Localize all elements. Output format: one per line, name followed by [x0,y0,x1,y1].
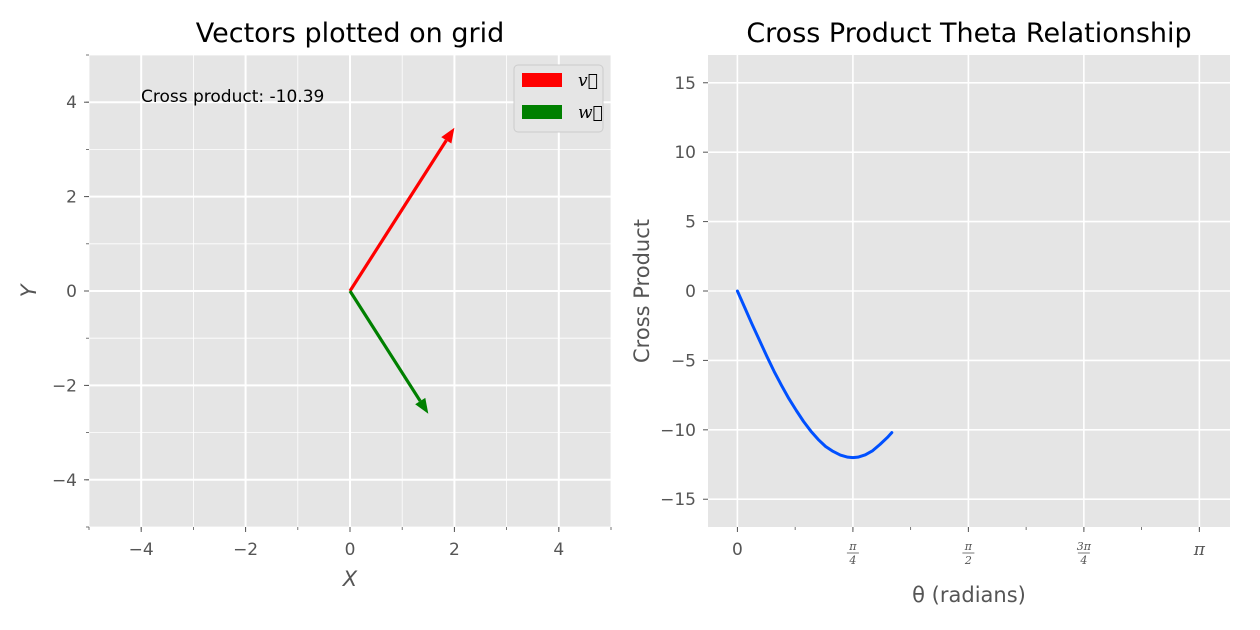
vector-plot-x-tick-label: −4 [129,540,154,560]
vector-plot-y-tick-label: 4 [66,93,77,113]
fraction-numerator: 3π [1077,540,1092,553]
vector-plot-y-ticks: −4 −2 0 2 4 [52,54,89,528]
fraction-denominator: 4 [848,554,856,567]
cross-product-plot-y-axis-label: Cross Product [630,219,654,363]
cross-product-plot-x-tick-label: 0 [732,540,743,560]
cross-product-curve [735,289,894,460]
legend-swatch-w [522,105,562,119]
vector-v-arrow [348,127,455,292]
fraction-numerator: π [964,540,973,553]
vector-plot-title: Vectors plotted on grid [196,18,504,49]
vector-plot-x-tick-label: 0 [345,540,356,560]
vector-w-shaft [348,290,422,402]
vector-plot-y-tick-label: −2 [52,376,77,396]
cross-product-plot-x-tick-label: π [1193,540,1206,560]
cross-product-plot-y-tick-label: 10 [674,143,696,163]
cross-product-plot-title: Cross Product Theta Relationship [746,18,1191,49]
legend-swatch-v [522,73,562,87]
cross-product-plot-gridlines [708,55,1230,527]
vector-plot-x-tick-label: 2 [449,540,460,560]
cross-product-plot-y-tick-label: −5 [671,351,696,371]
cross-product-plot-x-axis-label: θ (radians) [912,583,1026,607]
fraction-denominator: 2 [964,554,972,567]
vector-v-shaft [348,139,448,292]
vector-plot-legend: v⃗ w⃗ [513,64,604,133]
cross-product-annotation: Cross product: -10.39 [141,87,324,107]
cross-product-plot-y-tick-label: 15 [674,74,696,94]
vector-plot-y-tick-label: 0 [66,282,77,302]
vector-plot-gridlines [88,54,612,528]
cross-product-plot-y-ticks: −15 −10 −5 0 5 10 15 [660,74,708,510]
vector-w-arrow [348,290,429,414]
vector-plot-y-tick-label: 2 [66,188,77,208]
legend-label-w: w⃗ [578,103,603,123]
cross-product-plot-y-tick-label: 5 [685,213,696,233]
cross-product-plot-y-tick-label: −10 [660,421,696,441]
fraction-numerator: π [848,540,857,553]
vector-plot-x-tick-label: −2 [233,540,258,560]
vector-plot-x-ticks: −4 −2 0 2 4 [88,527,612,560]
cross-product-plot-x-tick-fraction: 3π4 [1077,540,1092,567]
cross-product-plot-y-tick-label: 0 [685,282,696,302]
vector-plot-x-axis-label: X [342,567,358,591]
cross-product-plot-y-tick-label: −15 [660,490,696,510]
vector-plot-vectors [348,127,455,414]
cross-product-plot-x-tick-fraction: π2 [962,540,975,567]
vector-v-head [441,127,455,144]
cross-product-plot-x-tick-fraction: π4 [846,540,859,567]
vector-plot-x-tick-label: 4 [553,540,564,560]
fraction-denominator: 4 [1079,554,1087,567]
vector-plot-y-tick-label: −4 [52,471,77,491]
legend-label-v: v⃗ [578,71,598,91]
cross-product-plot-series [735,289,894,460]
vector-plot-y-axis-label: Y [17,282,41,297]
vector-w-head [415,397,429,414]
